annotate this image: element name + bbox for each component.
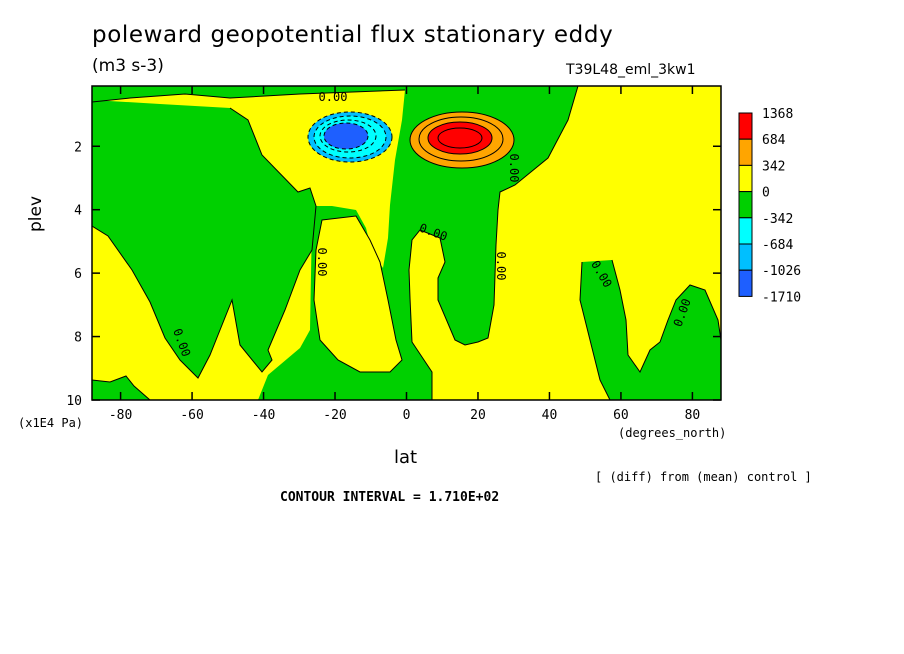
minimum-core [324,123,368,149]
x-axis-label: lat [394,447,418,468]
x-tick-label: -80 [109,408,132,423]
contour-label: 0.00 [319,90,348,104]
y-tick-label: 6 [74,267,82,282]
x-tick-label: -40 [252,408,275,423]
contour-label: 0.00 [315,248,329,277]
y-tick-label: 10 [66,394,82,409]
x-tick-label: -60 [180,408,203,423]
color-legend: 1368 684 342 0 -342 -684 -1026 -1710 [738,107,801,305]
contour-interval-note: CONTOUR INTERVAL = 1.710E+02 [280,490,500,505]
legend-level-label: 684 [762,133,786,148]
legend-swatch [738,164,753,193]
legend-level-label: -684 [762,238,793,253]
contour-label: 0.00 [494,252,508,281]
legend-level-label: -342 [762,212,793,227]
x-tick-label: 80 [685,408,701,423]
legend-level-label: 0 [762,186,770,201]
chart-units: (m3 s-3) [92,56,164,76]
difference-note: [ (diff) from (mean) control ] [595,470,812,484]
y-axis-unit: (x1E4 Pa) [18,416,84,430]
legend-swatch [738,191,753,219]
maximum-contour-core [437,127,483,149]
y-axis: 2 4 6 8 10 [66,140,721,409]
minimum-contour-mid [313,115,387,159]
x-tick-label: -20 [323,408,346,423]
x-tick-label: 60 [613,408,629,423]
maximum-contour-outer [409,111,515,169]
minimum-contour-outer [307,111,393,163]
zero-contour [92,89,406,103]
legend-swatch [738,269,753,297]
contour-label: 0.00 [507,154,521,183]
zero-contour [92,375,151,400]
x-axis: -80 -60 -40 -20 0 20 40 60 80 [109,86,700,423]
legend-level-label: 1368 [762,107,793,122]
chart-title: poleward geopotential flux stationary ed… [92,22,614,48]
minimum-contour-inner [319,119,377,153]
legend-swatch [738,112,753,140]
legend-level-label: -1710 [762,290,801,305]
x-axis-unit: (degrees_north) [618,426,727,440]
positive-pocket [314,216,402,372]
x-tick-label: 20 [470,408,486,423]
zero-contour [408,86,579,400]
y-tick-label: 4 [74,204,82,219]
x-tick-label: 0 [403,408,411,423]
run-label: T39L48_eml_3kw1 [566,62,696,78]
legend-swatch [738,217,753,245]
legend-swatch [738,138,753,166]
zero-contour [611,259,721,374]
legend-swatch [738,243,753,271]
maximum-core [428,122,492,154]
x-tick-label: 40 [542,408,558,423]
y-tick-label: 8 [74,331,82,346]
maximum-contour-inner [427,121,493,155]
zero-contour [313,215,403,373]
contour-fill-layer [92,86,721,400]
zero-contour [579,261,611,400]
y-tick-label: 2 [74,140,82,155]
maximum-contour-mid [418,116,504,162]
legend-level-label: -1026 [762,264,801,279]
negative-region-north [580,260,721,400]
minimum-contour-core [323,122,369,150]
legend-level-label: 342 [762,159,785,174]
zero-contour [92,107,317,379]
negative-region-south [92,100,316,378]
